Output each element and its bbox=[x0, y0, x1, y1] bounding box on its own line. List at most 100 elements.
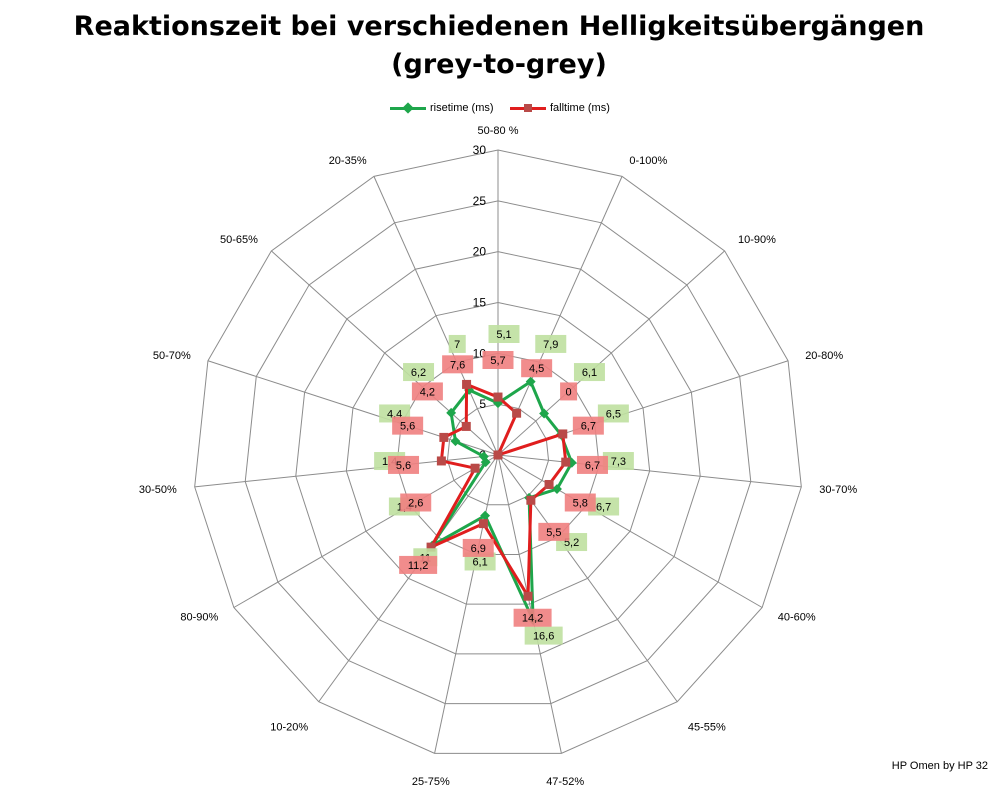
tick-label: 30 bbox=[473, 143, 487, 157]
category-label: 47-52% bbox=[546, 776, 584, 786]
category-label: 0-100% bbox=[629, 155, 667, 167]
data-label: 5,1 bbox=[496, 329, 511, 341]
data-point bbox=[478, 519, 488, 529]
square-marker-icon bbox=[524, 103, 532, 112]
grid-spoke bbox=[497, 176, 623, 456]
data-label-bg bbox=[513, 608, 552, 627]
grid-spoke bbox=[233, 454, 499, 608]
grid-spoke bbox=[497, 250, 725, 456]
grid-spoke bbox=[271, 250, 499, 456]
grid-spoke bbox=[207, 360, 499, 456]
grid-spoke bbox=[434, 454, 499, 754]
series-falltime bbox=[426, 379, 571, 601]
chart-title: Reaktionszeit bei verschiedenen Helligke… bbox=[0, 8, 998, 84]
data-label: 4,2 bbox=[420, 386, 435, 398]
data-point bbox=[526, 495, 536, 505]
data-point bbox=[478, 451, 489, 462]
data-label-bg bbox=[392, 416, 424, 435]
category-label: 10-20% bbox=[270, 721, 308, 733]
data-label-bg bbox=[400, 493, 432, 512]
data-label: 5,5 bbox=[546, 527, 561, 539]
data-label: 6,1 bbox=[472, 556, 487, 568]
series-line bbox=[430, 380, 574, 622]
category-label: 45-55% bbox=[688, 721, 726, 733]
grid-spoke bbox=[194, 454, 499, 488]
data-point bbox=[470, 463, 480, 473]
data-label: 4,5 bbox=[529, 363, 544, 375]
category-label: 20-35% bbox=[329, 155, 367, 167]
data-point bbox=[493, 450, 503, 460]
data-label-bg bbox=[588, 497, 620, 516]
data-point bbox=[561, 457, 571, 467]
data-label: 6,2 bbox=[411, 367, 426, 379]
data-label: 7,9 bbox=[543, 339, 558, 351]
category-label: 50-80 % bbox=[478, 125, 519, 137]
credit-text: HP Omen by HP 32 bbox=[891, 760, 988, 772]
data-label-bg bbox=[399, 555, 438, 574]
data-point bbox=[480, 510, 491, 521]
data-label-bg bbox=[448, 334, 466, 353]
category-label: 30-50% bbox=[139, 484, 177, 496]
data-point bbox=[512, 408, 522, 418]
legend-label-risetime: risetime (ms) bbox=[430, 102, 494, 114]
legend-item-falltime: falltime (ms) bbox=[510, 100, 610, 116]
series-line bbox=[429, 382, 568, 598]
grid-spoke bbox=[497, 454, 763, 608]
data-label-bg bbox=[535, 334, 567, 353]
chart-legend: risetime (ms) falltime (ms) bbox=[390, 100, 620, 116]
data-label: 5,6 bbox=[396, 460, 411, 472]
data-point bbox=[552, 484, 562, 495]
data-label: 6,7 bbox=[596, 502, 611, 514]
data-point bbox=[558, 429, 568, 439]
legend-item-risetime: risetime (ms) bbox=[390, 100, 494, 116]
data-label-bg bbox=[538, 522, 570, 541]
data-label-bg bbox=[388, 455, 420, 474]
grid-spoke bbox=[497, 454, 802, 488]
legend-line-falltime bbox=[510, 103, 546, 112]
data-point bbox=[439, 432, 449, 442]
category-label: 80-90% bbox=[180, 612, 218, 624]
chart-title-line-2: (grey-to-grey) bbox=[391, 49, 607, 80]
category-label: 10-90% bbox=[738, 234, 776, 246]
data-label-bg bbox=[576, 455, 608, 474]
legend-label-falltime: falltime (ms) bbox=[550, 102, 610, 114]
data-point bbox=[446, 407, 457, 418]
category-label: 20-80% bbox=[805, 350, 843, 362]
data-label: 6,9 bbox=[471, 543, 486, 555]
data-point bbox=[523, 591, 533, 601]
data-label: 0 bbox=[566, 386, 572, 398]
data-label-bg bbox=[560, 382, 578, 401]
data-label: 7,6 bbox=[450, 359, 465, 371]
data-label-bg bbox=[597, 404, 629, 423]
data-labels-falltime: 5,7 4,5 0 6,7 6,7 5,8 5,5 14,2 6,9 11,2 2,6 5,6 5,6 4… bbox=[388, 351, 608, 627]
data-label: 5,6 bbox=[400, 421, 415, 433]
grid-ring bbox=[295, 251, 701, 655]
grid-spoke bbox=[373, 176, 499, 456]
data-label-bg bbox=[462, 538, 494, 557]
data-point bbox=[544, 479, 554, 489]
data-label-bg bbox=[602, 452, 634, 471]
data-point bbox=[450, 436, 461, 447]
data-label: 16,6 bbox=[533, 631, 554, 643]
data-label: 14,2 bbox=[522, 613, 543, 625]
data-label: 6,7 bbox=[585, 460, 600, 472]
grid-ring bbox=[244, 200, 752, 705]
data-label-bg bbox=[482, 351, 514, 369]
data-label-bg bbox=[572, 416, 604, 435]
chart-title-line-1: Reaktionszeit bei verschiedenen Helligke… bbox=[73, 11, 925, 42]
data-point bbox=[525, 376, 536, 387]
data-label-bg bbox=[403, 363, 435, 382]
data-label-bg bbox=[573, 363, 605, 382]
data-label: 6,5 bbox=[606, 408, 621, 420]
grid-ring bbox=[345, 301, 651, 605]
grid-spoke bbox=[497, 454, 562, 754]
data-point bbox=[462, 379, 472, 389]
data-label: 7,3 bbox=[611, 456, 626, 468]
category-label: 50-65% bbox=[220, 234, 258, 246]
category-label: 25-75% bbox=[412, 776, 450, 786]
tick-label: 15 bbox=[473, 296, 487, 310]
data-label-bg bbox=[442, 355, 474, 374]
series-risetime bbox=[427, 376, 577, 626]
grid-spoke bbox=[497, 454, 678, 703]
category-label: 40-60% bbox=[778, 612, 816, 624]
